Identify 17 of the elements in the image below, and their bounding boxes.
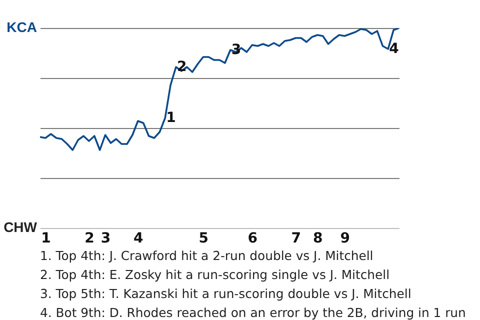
annotation: 4 [389,41,400,57]
x-tick-label: 7 [291,230,302,246]
text: CHW [4,219,38,235]
text: 3. Top 5th: T. Kazanski hit a run-scoring double vs J. Mitchell [40,285,412,303]
text: 1. Top 4th: J. Crawford hit a 2-run double vs J. Mitchell [40,247,374,265]
x-tick-label: 5 [198,230,209,246]
x-tick-label: 2 [84,230,94,246]
text: 4. Bot 9th: D. Rhodes reached on an error by the 2B, driving in 1 run [40,304,466,320]
annotation: 1 [166,110,176,126]
x-tick-label: 4 [134,230,144,246]
x-tick-label: 1 [41,230,51,246]
text: KCA [6,19,37,35]
x-tick-label: 8 [313,230,323,246]
x-tick-label: 9 [340,230,350,246]
text: 2. Top 4th: E. Zosky hit a run-scoring single vs J. Mitchell [40,266,391,284]
x-tick-label: 6 [248,230,258,246]
x-tick-label: 3 [100,230,111,246]
